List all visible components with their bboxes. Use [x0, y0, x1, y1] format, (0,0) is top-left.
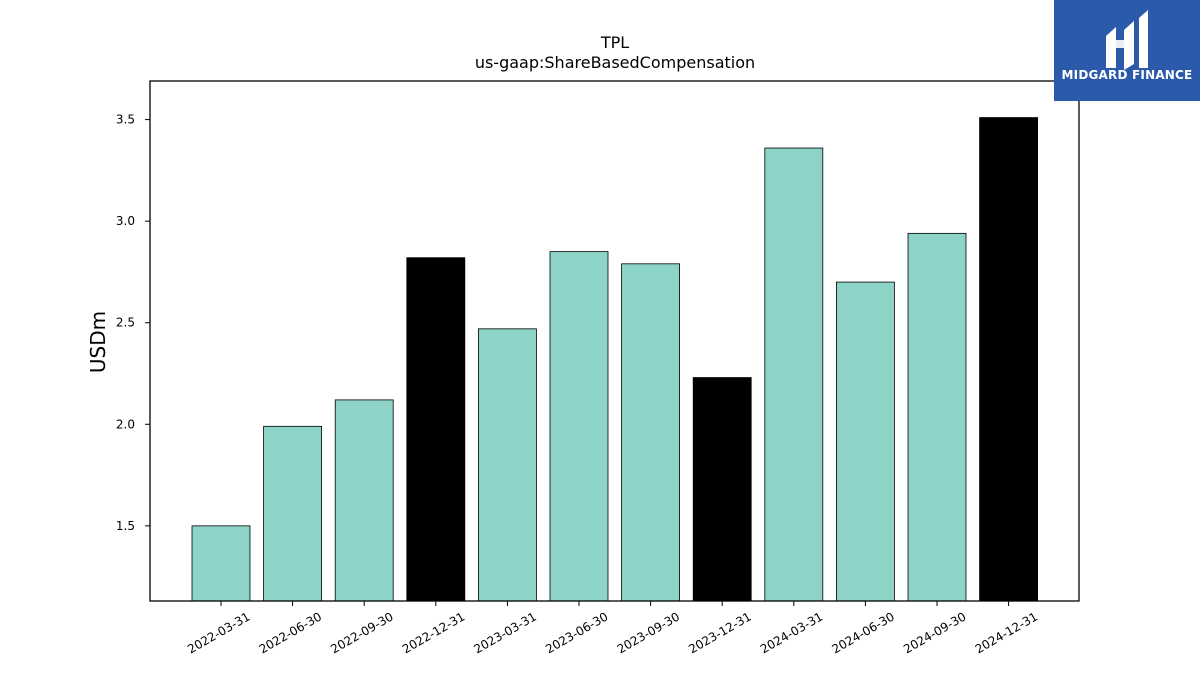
x-tick-label: 2023-09-30	[615, 609, 682, 656]
bar-2023-12-31	[692, 377, 752, 602]
x-ticks-group: 2022-03-31 2022-06-30 2022-09-30 2022-12-31…	[185, 601, 1040, 656]
midgard-finance-logo: MIDGARD FINANCE	[1054, 0, 1200, 101]
x-tick-label: 2022-12-31	[400, 609, 467, 656]
x-tick-label: 2023-12-31	[686, 609, 753, 656]
y-tick-label: 3.0	[116, 214, 135, 228]
y-tick-label: 3.5	[116, 113, 135, 127]
bar-2022-03-31	[191, 525, 251, 602]
x-tick-label: 2024-12-31	[973, 609, 1040, 656]
y-tick-label: 2.5	[116, 316, 135, 330]
x-tick-label: 2024-09-30	[901, 609, 968, 656]
logo-mark-icon	[1106, 10, 1148, 70]
logo-text: MIDGARD FINANCE	[1061, 68, 1193, 82]
x-tick-label: 2024-03-31	[758, 609, 825, 656]
chart-subtitle: us-gaap:ShareBasedCompensation	[475, 53, 755, 72]
bar-2023-09-30	[621, 263, 680, 602]
bar-2023-06-30	[549, 251, 609, 602]
x-tick-label: 2023-06-30	[543, 609, 610, 656]
plot-frame	[149, 80, 1080, 602]
x-tick-label: 2023-03-31	[471, 609, 538, 656]
x-tick-label: 2022-09-30	[328, 609, 395, 656]
bar-2024-03-31	[764, 147, 824, 602]
x-tick-label: 2022-06-30	[257, 609, 324, 656]
y-ticks-group: 1.5 2.0 2.5 3.0 3.5	[116, 113, 150, 533]
x-tick-label: 2022-03-31	[185, 609, 252, 656]
y-tick-label: 1.5	[116, 519, 135, 533]
y-axis-label: USDm	[86, 311, 110, 373]
bar-2022-09-30	[334, 399, 394, 602]
bar-2022-06-30	[263, 425, 323, 602]
bar-2024-12-31	[979, 117, 1038, 602]
bar-2024-09-30	[907, 232, 967, 602]
bar-2022-12-31	[406, 257, 466, 602]
bars-group	[191, 117, 1038, 602]
chart-title: TPL	[600, 33, 629, 52]
y-tick-label: 2.0	[116, 417, 135, 431]
x-tick-label: 2024-06-30	[829, 609, 896, 656]
bar-2024-06-30	[836, 281, 895, 602]
bar-2023-03-31	[477, 328, 537, 602]
